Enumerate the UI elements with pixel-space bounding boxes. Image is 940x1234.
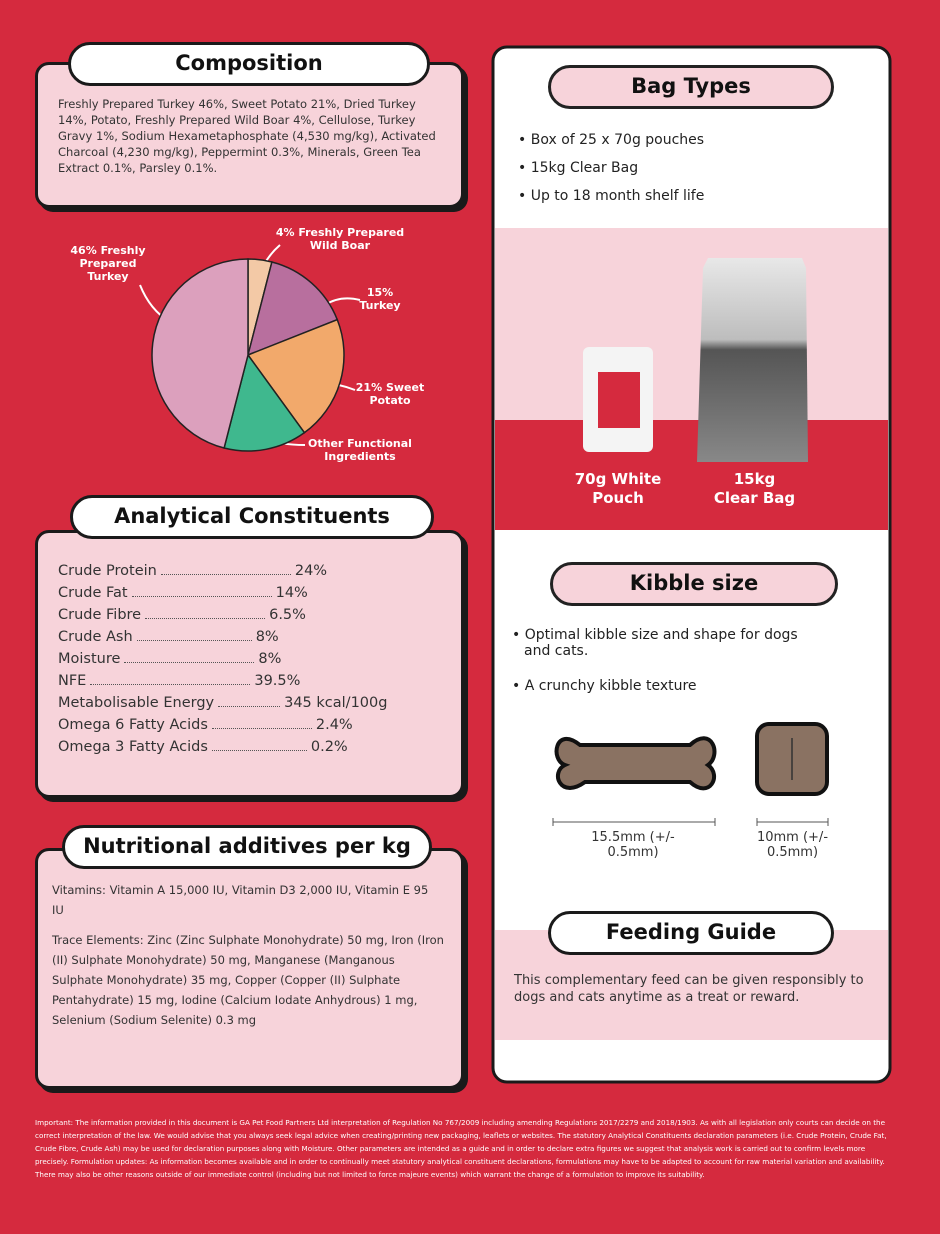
clear-bag <box>697 258 808 462</box>
constituent-value: 24% <box>294 563 328 579</box>
trace-elements: Trace Elements: Zinc (Zinc Sulphate Mono… <box>52 933 444 1027</box>
pie-slice <box>151 258 249 449</box>
leader <box>90 684 251 685</box>
analytical-table: Crude Protein 24% Crude Fat 14% Crude Fibre 6… <box>58 563 448 761</box>
bone-size: 15.5mm (+/- 0.5mm) <box>591 830 675 860</box>
pie-label: 46% Freshly Prepared Turkey <box>70 244 146 283</box>
feeding-text: This complementary feed can be given res… <box>514 973 864 1005</box>
pie-label: Other Functional Ingredients <box>308 437 412 463</box>
constituent-value: 2.4% <box>315 717 353 733</box>
constituent-name: Omega 3 Fatty Acids <box>58 739 208 755</box>
constituent-name: NFE <box>58 673 87 689</box>
bag-item-text: Up to 18 month shelf life <box>530 188 705 204</box>
leader <box>211 728 312 729</box>
footer: Important: The information provided in t… <box>35 1118 887 1179</box>
kibble-item: • Optimal kibble size and shape for dogs… <box>512 627 798 659</box>
bag-types-title: Bag Types <box>548 65 834 109</box>
constituent-name: Crude Fat <box>58 585 128 601</box>
pie-label: 15% Turkey <box>359 286 401 312</box>
kibble-item-text: A crunchy kibble texture <box>524 678 697 694</box>
leader <box>131 596 272 597</box>
constituent-row: NFE 39.5% <box>58 673 448 695</box>
constituent-row: Moisture 8% <box>58 651 448 673</box>
kibble-title: Kibble size <box>550 562 838 606</box>
constituent-value: 8% <box>255 629 279 645</box>
bone-kibble <box>554 736 717 791</box>
leader <box>145 618 266 619</box>
feeding-title: Feeding Guide <box>548 911 834 955</box>
analytical-title: Analytical Constituents <box>70 495 434 539</box>
constituent-name: Omega 6 Fatty Acids <box>58 717 208 733</box>
constituent-name: Metabolisable Energy <box>58 695 215 711</box>
pie-slice <box>223 353 306 452</box>
pie-slice <box>246 318 345 434</box>
measure-lines <box>552 818 829 826</box>
constituent-value: 39.5% <box>254 673 301 689</box>
pouch-window <box>598 372 640 428</box>
pie-label: 4% Freshly Prepared Wild Boar <box>275 226 405 252</box>
additives-title: Nutritional additives per kg <box>62 825 432 869</box>
bag-item: • 15kg Clear Bag <box>518 160 639 176</box>
bag-band-red <box>495 420 888 530</box>
bag-item: • Box of 25 x 70g pouches <box>518 132 705 148</box>
bag-item-text: Box of 25 x 70g pouches <box>530 132 705 148</box>
pie-slice <box>246 261 339 357</box>
pie-label: 21% Sweet Potato <box>355 381 425 407</box>
constituent-row: Crude Fibre 6.5% <box>58 607 448 629</box>
constituent-value: 6.5% <box>269 607 306 623</box>
bag-item: • Up to 18 month shelf life <box>518 188 705 204</box>
leader <box>136 640 252 641</box>
bag-band <box>495 228 888 420</box>
vitamins: Vitamins: Vitamin A 15,000 IU, Vitamin D… <box>52 883 429 917</box>
constituent-row: Omega 3 Fatty Acids 0.2% <box>58 739 448 761</box>
constituent-name: Crude Ash <box>58 629 133 645</box>
kibble-item: • A crunchy kibble texture <box>512 678 697 694</box>
constituent-value: 0.2% <box>310 739 348 755</box>
constituent-name: Moisture <box>58 651 121 667</box>
constituent-row: Omega 6 Fatty Acids 2.4% <box>58 717 448 739</box>
constituent-name: Crude Fibre <box>58 607 142 623</box>
leader <box>160 574 291 575</box>
leader <box>124 662 255 663</box>
composition-text: Freshly Prepared Turkey 46%, Sweet Potat… <box>58 97 436 175</box>
constituent-name: Crude Protein <box>58 563 157 579</box>
kibble-item-text: Optimal kibble size and shape for dogs a… <box>524 627 798 659</box>
bag-label: 15kg Clear Bag <box>713 470 796 507</box>
constituent-row: Crude Ash 8% <box>58 629 448 651</box>
bag-item-text: 15kg Clear Bag <box>530 160 639 176</box>
composition-title: Composition <box>68 42 430 86</box>
constituent-value: 345 kcal/100g <box>284 695 388 711</box>
leader <box>218 706 281 707</box>
constituent-value: 8% <box>258 651 282 667</box>
constituent-row: Metabolisable Energy 345 kcal/100g <box>58 695 448 717</box>
constituent-row: Crude Fat 14% <box>58 585 448 607</box>
constituent-value: 14% <box>275 585 308 601</box>
pouch-label: 70g White Pouch <box>574 470 662 507</box>
constituent-row: Crude Protein 24% <box>58 563 448 585</box>
additives-panel <box>35 848 464 1089</box>
square-size: 10mm (+/- 0.5mm) <box>756 830 829 860</box>
leader <box>211 750 307 751</box>
